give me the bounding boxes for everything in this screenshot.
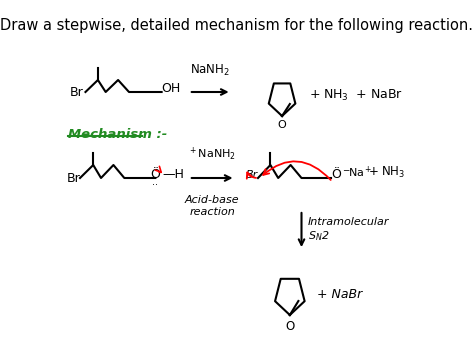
Text: Ö: Ö [150,168,160,180]
Text: Na$^+$: Na$^+$ [348,164,373,180]
Text: Br: Br [70,85,84,99]
Text: Intramolecular
S$_N$2: Intramolecular S$_N$2 [308,217,389,243]
Text: NaNH$_2$: NaNH$_2$ [190,63,230,78]
Text: Draw a stepwise, detailed mechanism for the following reaction.: Draw a stepwise, detailed mechanism for … [0,18,474,33]
Text: + NH$_3$: + NH$_3$ [367,164,405,179]
Text: Br: Br [246,170,258,180]
Text: —H: —H [163,168,184,182]
Text: Ö$^-$: Ö$^-$ [331,167,351,182]
Text: + NaBr: + NaBr [317,288,362,302]
Text: Acid-base
reaction: Acid-base reaction [185,195,239,216]
Text: Br: Br [67,172,81,184]
Text: $^+$NaNH$_2$: $^+$NaNH$_2$ [188,146,236,163]
Text: Mechanism :-: Mechanism :- [68,128,168,141]
Text: + NH$_3$  + NaBr: + NH$_3$ + NaBr [309,88,403,103]
Text: ··: ·· [153,180,158,190]
Text: OH: OH [162,82,181,94]
Text: O: O [285,320,294,333]
Text: O: O [278,120,286,130]
